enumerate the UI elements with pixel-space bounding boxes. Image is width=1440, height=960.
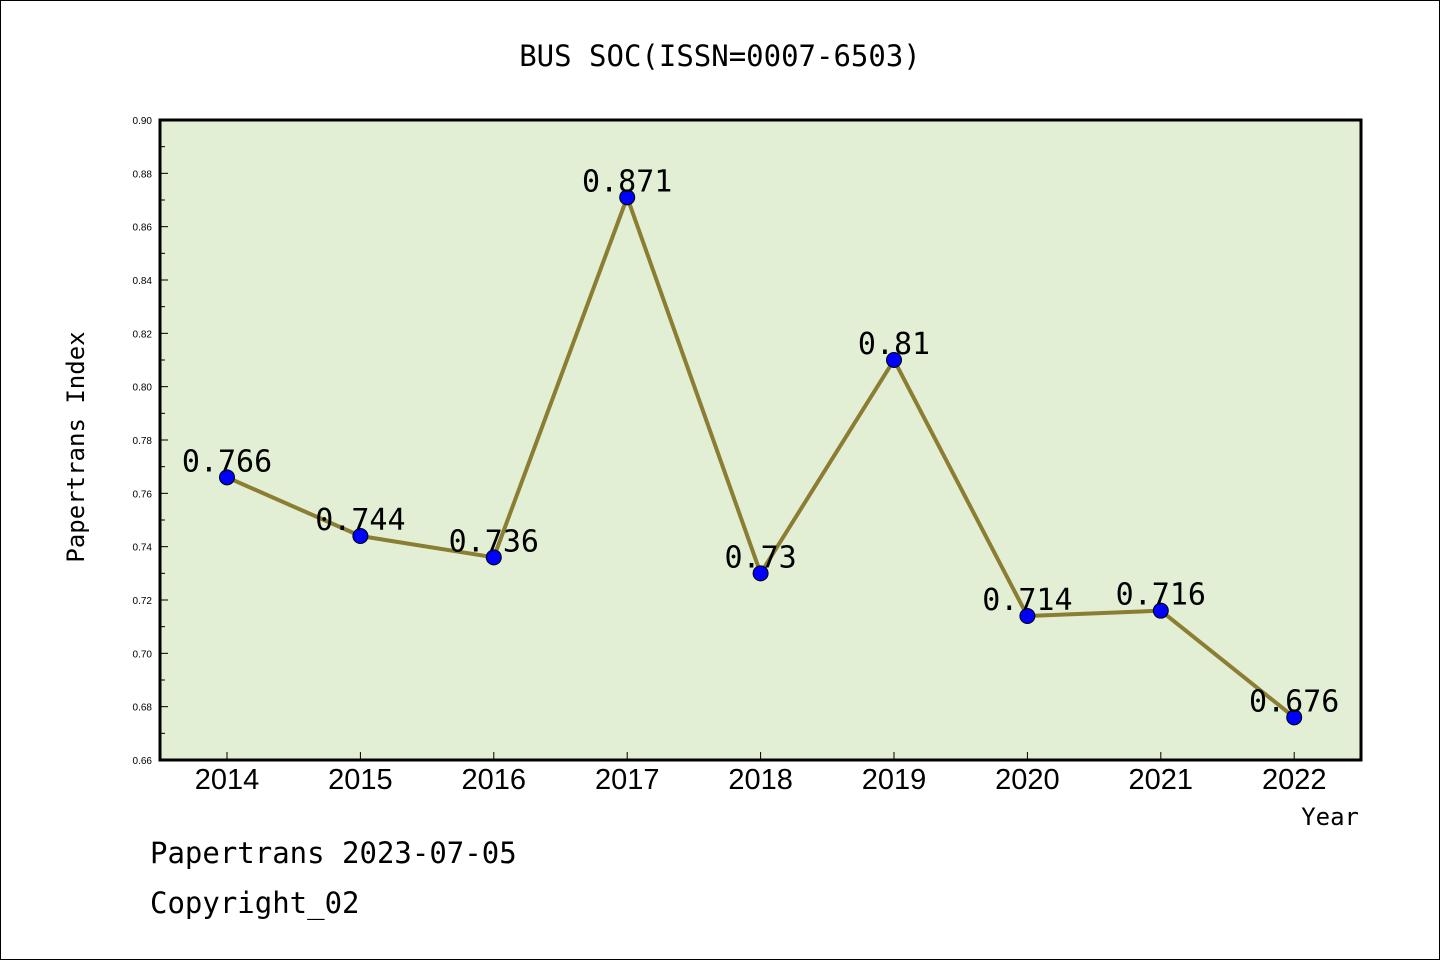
data-point <box>219 469 235 486</box>
y-tick-label: 0.90 <box>133 116 153 127</box>
data-point <box>752 565 769 582</box>
x-tick-label: 2021 <box>1129 764 1194 796</box>
x-tick-label: 2017 <box>595 764 660 796</box>
data-points <box>219 189 1303 726</box>
y-tick-label: 0.72 <box>133 596 153 607</box>
data-label: 0.766 <box>182 444 272 479</box>
source-date-text: Papertrans 2023-07-05 <box>150 836 517 870</box>
y-tick-label: 0.82 <box>133 329 153 340</box>
x-tick-label: 2014 <box>195 764 260 796</box>
x-tick-label: 2020 <box>995 764 1060 796</box>
data-label: 0.73 <box>724 540 796 575</box>
data-point <box>1286 709 1303 726</box>
x-axis: 2014 2015 2016 2017 2018 2019 2020 2021 2022 <box>195 752 1327 796</box>
plot-area <box>158 118 1363 762</box>
data-label: 0.871 <box>582 164 672 199</box>
y-tick-label: 0.88 <box>133 169 153 180</box>
chart-title: BUS SOC(ISSN=0007-6503) <box>519 39 921 73</box>
y-tick-label: 0.66 <box>133 756 153 767</box>
x-tick-label: 2015 <box>328 764 393 796</box>
y-tick-label: 0.74 <box>133 543 153 554</box>
data-label: 0.744 <box>315 503 405 538</box>
y-axis-label: Papertrans Index <box>62 331 90 562</box>
x-tick-label: 2018 <box>728 764 793 796</box>
data-label: 0.716 <box>1116 578 1206 613</box>
y-tick-label: 0.78 <box>133 436 153 447</box>
data-point <box>485 549 502 566</box>
x-tick-label: 2019 <box>862 764 927 796</box>
y-tick-label: 0.86 <box>133 223 153 234</box>
y-tick-label: 0.68 <box>133 703 153 714</box>
x-axis-label: Year <box>1301 803 1359 831</box>
copyright-text: Copyright_02 <box>150 886 360 920</box>
x-tick-label: 2016 <box>462 764 527 796</box>
data-label: 0.736 <box>449 524 539 559</box>
data-label: 0.676 <box>1249 684 1339 719</box>
x-tick-label: 2022 <box>1262 764 1327 796</box>
y-axis: 0.66 0.68 0.70 0.72 0.74 0.76 0.78 0.80 0.82 0.84… <box>133 116 168 767</box>
data-label: 0.81 <box>858 327 930 362</box>
y-tick-label: 0.80 <box>133 383 153 394</box>
data-point <box>886 352 902 368</box>
data-point <box>352 528 369 544</box>
y-tick-label: 0.70 <box>133 649 153 660</box>
data-label: 0.714 <box>982 583 1072 618</box>
y-tick-label: 0.84 <box>133 276 153 287</box>
data-point <box>619 189 636 206</box>
data-labels: 0.766 0.744 0.736 0.871 0.73 0.81 0.714 0.716 0.… <box>182 164 1340 719</box>
data-point <box>1152 602 1169 619</box>
data-point <box>1019 608 1036 624</box>
y-tick-label: 0.76 <box>133 489 153 500</box>
